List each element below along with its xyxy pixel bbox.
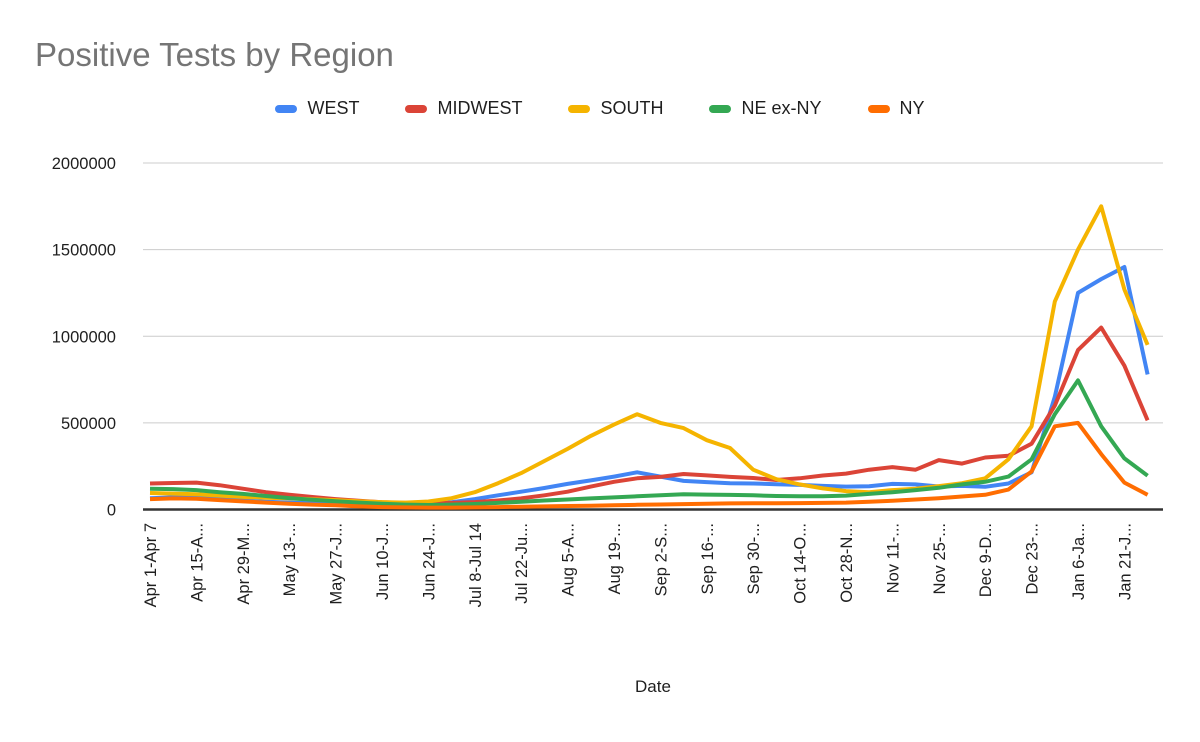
- x-tick-label: Dec 23-...: [1024, 523, 1042, 595]
- x-axis-title: Date: [635, 677, 671, 696]
- legend-label: WEST: [307, 98, 360, 118]
- x-tick-label: Nov 25-...: [931, 523, 949, 595]
- x-tick-label: May 27-J...: [328, 523, 346, 605]
- x-tick-label: Jun 10-J...: [374, 523, 392, 600]
- x-tick-label: Apr 29-M...: [235, 523, 253, 605]
- x-tick-label: Apr 15-A...: [188, 523, 206, 602]
- legend-label: SOUTH: [600, 98, 664, 118]
- legend-swatch-ny: [867, 104, 890, 113]
- legend-swatch-ne-ex-ny: [709, 104, 732, 113]
- x-tick-label: Jan 21-J...: [1116, 523, 1134, 600]
- x-tick-label: Nov 11-...: [884, 523, 902, 593]
- series-line-ne-ex-ny[interactable]: [149, 378, 1149, 507]
- x-tick-label: May 13-...: [281, 523, 299, 596]
- chart-title: Positive Tests by Region: [35, 36, 394, 73]
- legend-label: NE ex-NY: [741, 98, 822, 118]
- y-tick-label: 1500000: [52, 242, 116, 260]
- series-line-midwest[interactable]: [149, 325, 1150, 506]
- legend-swatch-west: [275, 104, 298, 113]
- x-tick-label: Jun 24-J...: [420, 523, 438, 600]
- x-tick-label: Jul 8-Jul 14: [467, 523, 485, 607]
- x-tick-label: Aug 5-A...: [560, 523, 578, 596]
- legend-swatch-midwest: [405, 104, 428, 113]
- x-tick-label: Oct 14-O...: [792, 523, 810, 604]
- x-tick-label: Jan 6-Ja...: [1070, 523, 1088, 600]
- legend-item-south[interactable]: SOUTH: [568, 98, 663, 119]
- x-tick-label: Apr 1-Apr 7: [142, 523, 160, 607]
- series-line-ny[interactable]: [149, 420, 1149, 510]
- legend-item-midwest[interactable]: MIDWEST: [405, 98, 522, 119]
- chart-legend: WEST MIDWEST SOUTH NE ex-NY NY: [0, 98, 1200, 119]
- legend-item-ny[interactable]: NY: [867, 98, 925, 119]
- x-tick-label: Dec 9-D...: [977, 523, 995, 597]
- x-tick-label: Aug 19-...: [606, 523, 624, 595]
- x-tick-label: Sep 2-S...: [652, 523, 670, 596]
- y-tick-label: 500000: [61, 415, 116, 433]
- y-tick-label: 1000000: [52, 328, 116, 346]
- x-tick-label: Jul 22-Ju...: [513, 523, 531, 604]
- legend-label: MIDWEST: [437, 98, 523, 118]
- legend-item-ne-ex-ny[interactable]: NE ex-NY: [709, 98, 822, 119]
- x-tick-label: Sep 30-...: [745, 523, 763, 595]
- y-tick-label: 0: [107, 502, 116, 520]
- y-tick-label: 2000000: [52, 155, 116, 173]
- x-tick-label: Sep 16-...: [699, 523, 717, 595]
- legend-swatch-south: [568, 104, 591, 113]
- legend-label: NY: [899, 98, 925, 118]
- legend-item-west[interactable]: WEST: [275, 98, 359, 119]
- x-tick-label: Oct 28-N...: [838, 523, 856, 603]
